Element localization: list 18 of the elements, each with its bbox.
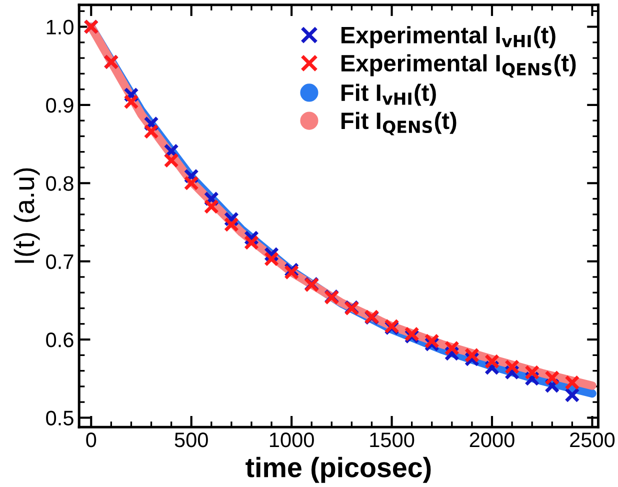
legend-label: Fit I$_{vHI}$(t) (341, 84, 436, 106)
legend-label: Experimental I$_{QENS}$(t) (341, 54, 576, 78)
x-tick-label: 1000 (270, 432, 314, 448)
y-tick-label: 0.7 (46, 254, 74, 270)
x-axis-title: time (picosec) (246, 456, 431, 483)
legend-label: Experimental I$_{vHI}$(t) (341, 26, 556, 48)
x-tick-label: 1500 (370, 432, 414, 448)
legend-label: Fit I$_{QENS}$(t) (341, 112, 456, 136)
x-tick-label: 2000 (470, 432, 514, 448)
y-axis-title: I(t) (a.u) (14, 168, 40, 263)
x-tick-label: 0 (86, 432, 96, 448)
x-tick-label: 500 (174, 432, 208, 448)
y-tick-label: 0.5 (46, 410, 74, 426)
x-tick-label: 2500 (570, 432, 615, 448)
y-tick-label: 1.0 (46, 20, 74, 35)
y-tick-label: 0.8 (46, 176, 74, 191)
y-tick-label: 0.9 (46, 98, 74, 113)
y-tick-label: 0.6 (46, 332, 74, 348)
